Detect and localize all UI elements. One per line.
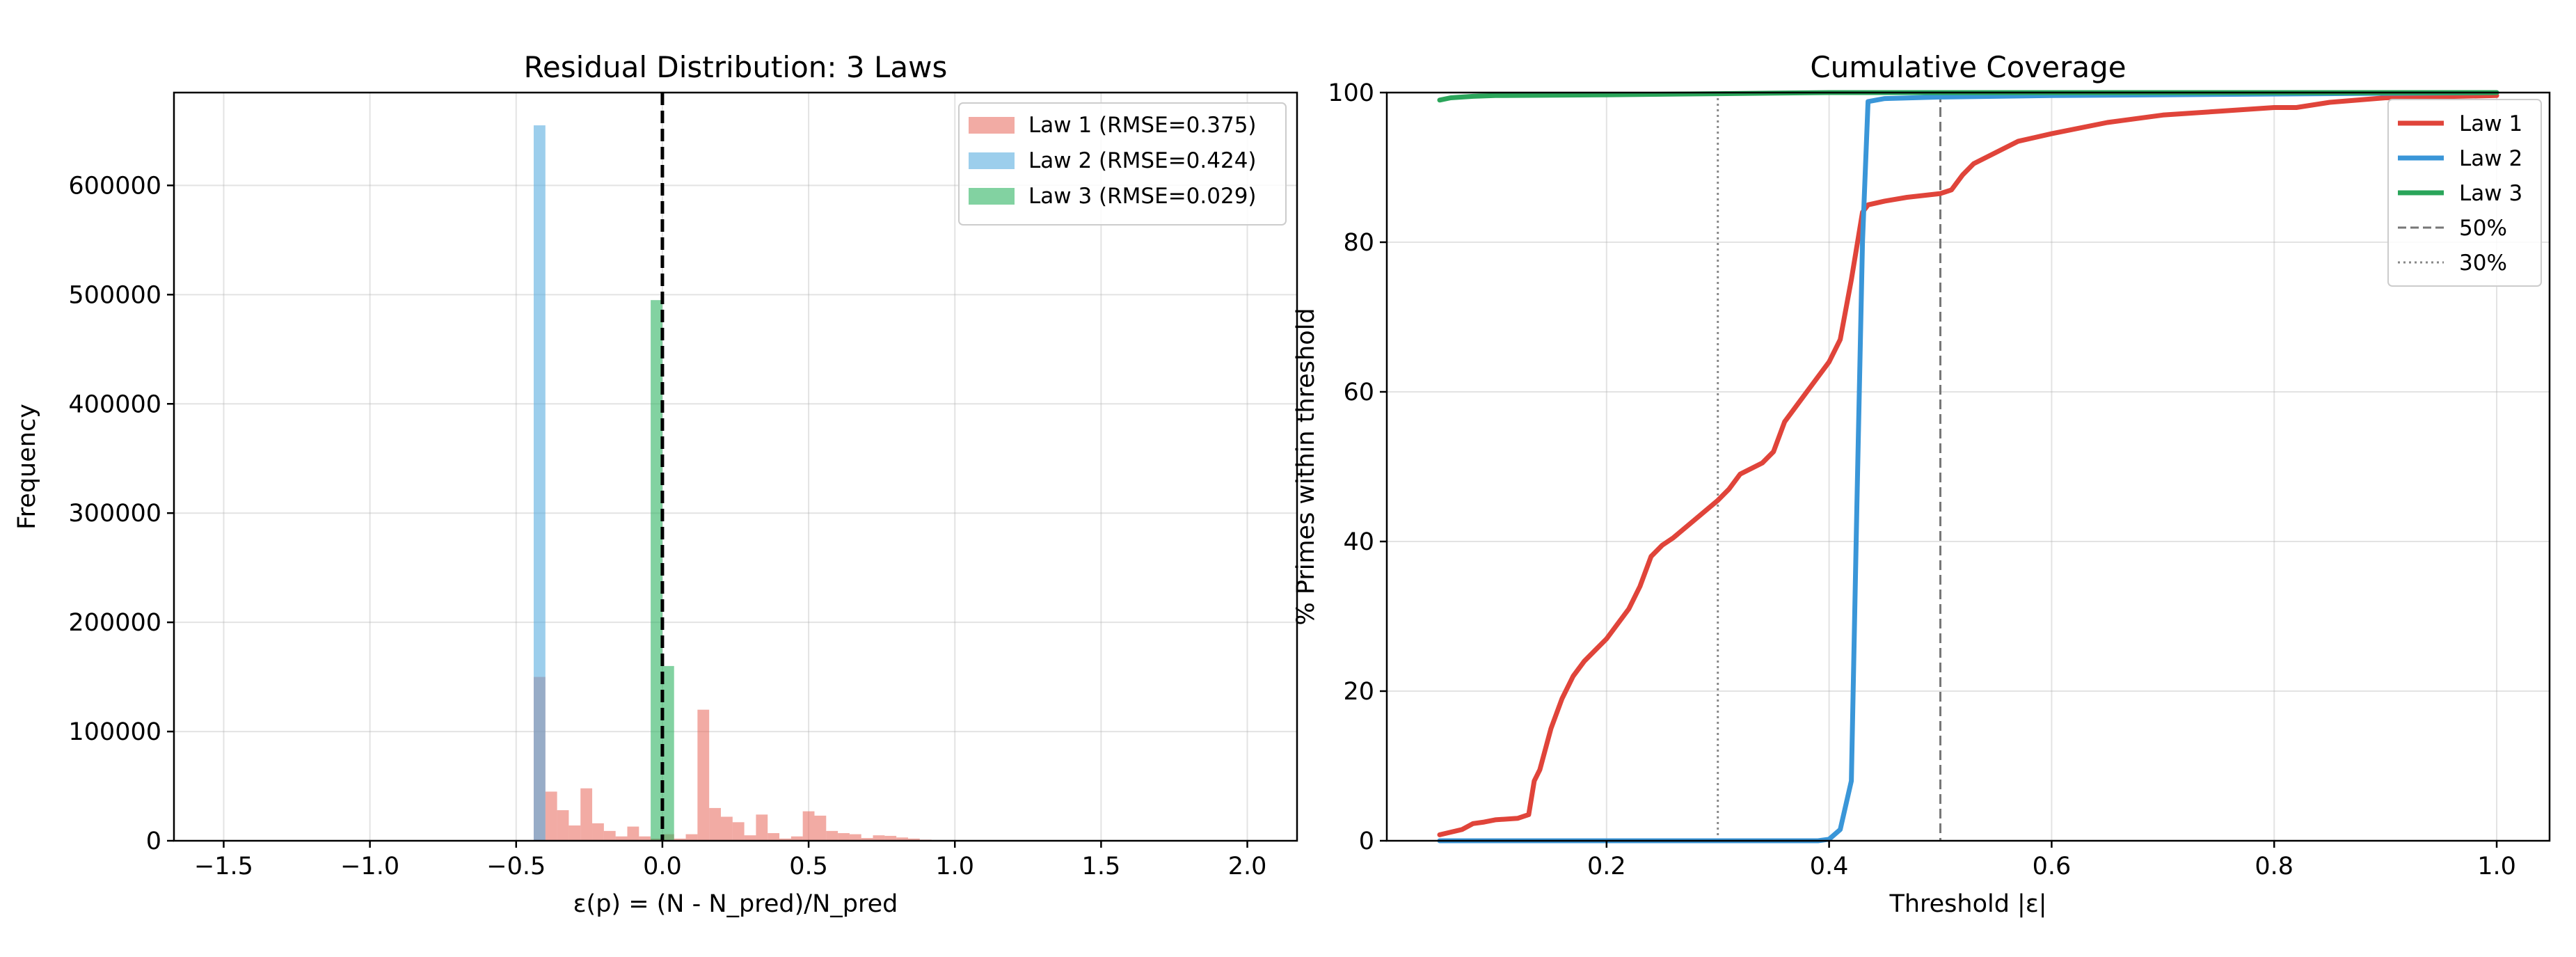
x-tick-label: −0.5 <box>486 853 546 880</box>
coverage-title: Cumulative Coverage <box>1810 50 2126 84</box>
x-tick-label: 0.0 <box>643 853 682 880</box>
histogram-bar <box>639 836 651 841</box>
x-tick-label: −1.5 <box>194 853 253 880</box>
legend-label: 50% <box>2459 216 2507 241</box>
y-tick-label: 40 <box>1343 528 1374 556</box>
x-tick-label: 2.0 <box>1228 853 1267 880</box>
x-tick-label: 1.0 <box>2477 853 2516 880</box>
legend-frame <box>2387 99 2542 287</box>
histogram-bar <box>838 833 850 841</box>
histogram-x-ticks: −1.5 −1.0 −0.5 0.0 0.5 1.0 1.5 2.0 <box>194 841 1266 880</box>
y-tick-label: 300000 <box>68 500 161 528</box>
coverage-panel: 0.2 0.4 0.6 0.8 1.0 0 20 40 60 80 100 Cumulative … <box>1292 50 2551 918</box>
y-tick-label: 100 <box>1328 79 1374 107</box>
histogram-bar <box>720 816 733 841</box>
histogram-bar <box>826 830 838 841</box>
coverage-x-ticks: 0.2 0.4 0.6 0.8 1.0 <box>1587 841 2516 880</box>
x-tick-label: 0.8 <box>2255 853 2293 880</box>
legend-label: Law 2 (RMSE=0.424) <box>1028 148 1257 173</box>
coverage-reference-lines <box>1717 93 1942 841</box>
x-tick-label: −1.0 <box>340 853 399 880</box>
histogram-bar <box>790 836 803 841</box>
y-tick-label: 20 <box>1343 678 1374 706</box>
histogram-bar <box>907 838 920 841</box>
histogram-bar <box>545 791 557 841</box>
legend-swatch <box>969 188 1015 205</box>
x-tick-label: 1.0 <box>935 853 974 880</box>
histogram-panel: −1.5 −1.0 −0.5 0.0 0.5 1.0 1.5 2.0 0 100000 20000… <box>13 50 1298 918</box>
legend-label: 30% <box>2459 251 2507 276</box>
histogram-bar <box>533 125 546 841</box>
coverage-axes-frame <box>1385 91 2551 842</box>
coverage-lines <box>1437 90 2499 844</box>
histogram-bar <box>627 826 639 841</box>
histogram-y-axis-label: Frequency <box>13 404 41 530</box>
x-tick-label: 0.6 <box>2033 853 2072 880</box>
y-tick-label: 200000 <box>68 609 161 637</box>
series-line <box>1437 90 2499 844</box>
histogram-bar <box>861 838 873 841</box>
histogram-y-ticks: 0 100000 200000 300000 400000 500000 600000 <box>68 172 174 855</box>
y-tick-label: 500000 <box>68 281 161 309</box>
histogram-grid <box>174 93 1297 841</box>
histogram-bar <box>580 788 593 841</box>
histogram-bar <box>674 838 686 841</box>
legend-label: Law 2 <box>2459 146 2522 171</box>
x-tick-label: 0.5 <box>789 853 828 880</box>
histogram-bar <box>697 709 710 841</box>
histogram-bar <box>557 810 569 841</box>
y-tick-label: 0 <box>1359 828 1374 855</box>
coverage-y-ticks: 0 20 40 60 80 100 <box>1328 79 1387 855</box>
coverage-y-axis-label: % Primes within threshold <box>1292 308 1320 625</box>
histogram-bar <box>603 830 616 841</box>
legend-frame <box>958 102 1287 226</box>
histogram-title: Residual Distribution: 3 Laws <box>524 50 948 84</box>
histogram-bar <box>768 833 780 841</box>
series-line <box>1437 93 2499 837</box>
legend-label: Law 1 <box>2459 111 2522 136</box>
x-tick-label: 0.4 <box>1810 853 1849 880</box>
histogram-bar <box>569 825 581 841</box>
y-tick-label: 400000 <box>68 390 161 418</box>
histogram-axes-frame <box>173 91 1298 842</box>
histogram-bar <box>756 814 768 841</box>
histogram-bar <box>744 835 756 841</box>
legend-label: Law 1 (RMSE=0.375) <box>1028 113 1257 138</box>
y-tick-label: 0 <box>146 828 161 855</box>
coverage-legend: Law 1 Law 2 Law 3 50% 30% <box>2387 99 2542 287</box>
histogram-bar <box>615 836 628 841</box>
histogram-bar <box>802 811 815 841</box>
histogram-bar <box>814 815 827 841</box>
histogram-bar <box>685 834 698 841</box>
x-tick-label: 0.2 <box>1587 853 1626 880</box>
x-tick-label: 1.5 <box>1082 853 1121 880</box>
legend-swatch <box>969 152 1015 169</box>
histogram-bar <box>662 665 674 841</box>
coverage-x-axis-label: Threshold |ε| <box>1889 890 2046 918</box>
histogram-bar <box>732 822 745 841</box>
histogram-bar <box>709 807 721 841</box>
histogram-bars <box>533 125 932 841</box>
histogram-bar <box>849 834 861 841</box>
histogram-x-axis-label: ε(p) = (N - N_pred)/N_pred <box>573 890 898 918</box>
histogram-bar <box>592 823 604 841</box>
legend-label: Law 3 (RMSE=0.029) <box>1028 184 1257 209</box>
histogram-bar <box>651 300 662 841</box>
histogram-bar <box>779 838 791 841</box>
y-tick-label: 60 <box>1343 379 1374 406</box>
legend-label: Law 3 <box>2459 181 2522 206</box>
histogram-bar <box>896 837 908 841</box>
y-tick-label: 100000 <box>68 718 161 746</box>
y-tick-label: 600000 <box>68 172 161 200</box>
y-tick-label: 80 <box>1343 229 1374 257</box>
coverage-grid <box>1387 92 2550 841</box>
histogram-bar <box>873 835 885 841</box>
legend-swatch <box>969 117 1015 134</box>
histogram-bar <box>884 835 897 841</box>
histogram-legend: Law 1 (RMSE=0.375) Law 2 (RMSE=0.424) Law … <box>958 102 1287 226</box>
